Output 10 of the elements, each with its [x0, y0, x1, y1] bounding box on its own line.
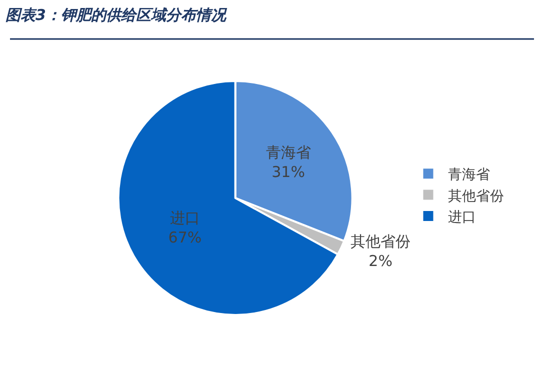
- chart-title: 图表3：钾肥的供给区域分布情况: [5, 6, 228, 24]
- slice-label: 青海省: [266, 143, 311, 162]
- legend-label: 进口: [448, 209, 476, 226]
- slice-label: 其他省份: [350, 232, 411, 250]
- data-label: 67%: [168, 228, 202, 247]
- legend-label: 青海省: [448, 167, 490, 184]
- slice-label: 进口: [170, 209, 200, 228]
- data-label: 31%: [272, 162, 305, 181]
- data-label: 2%: [368, 252, 392, 270]
- legend-label: 其他省份: [448, 188, 504, 204]
